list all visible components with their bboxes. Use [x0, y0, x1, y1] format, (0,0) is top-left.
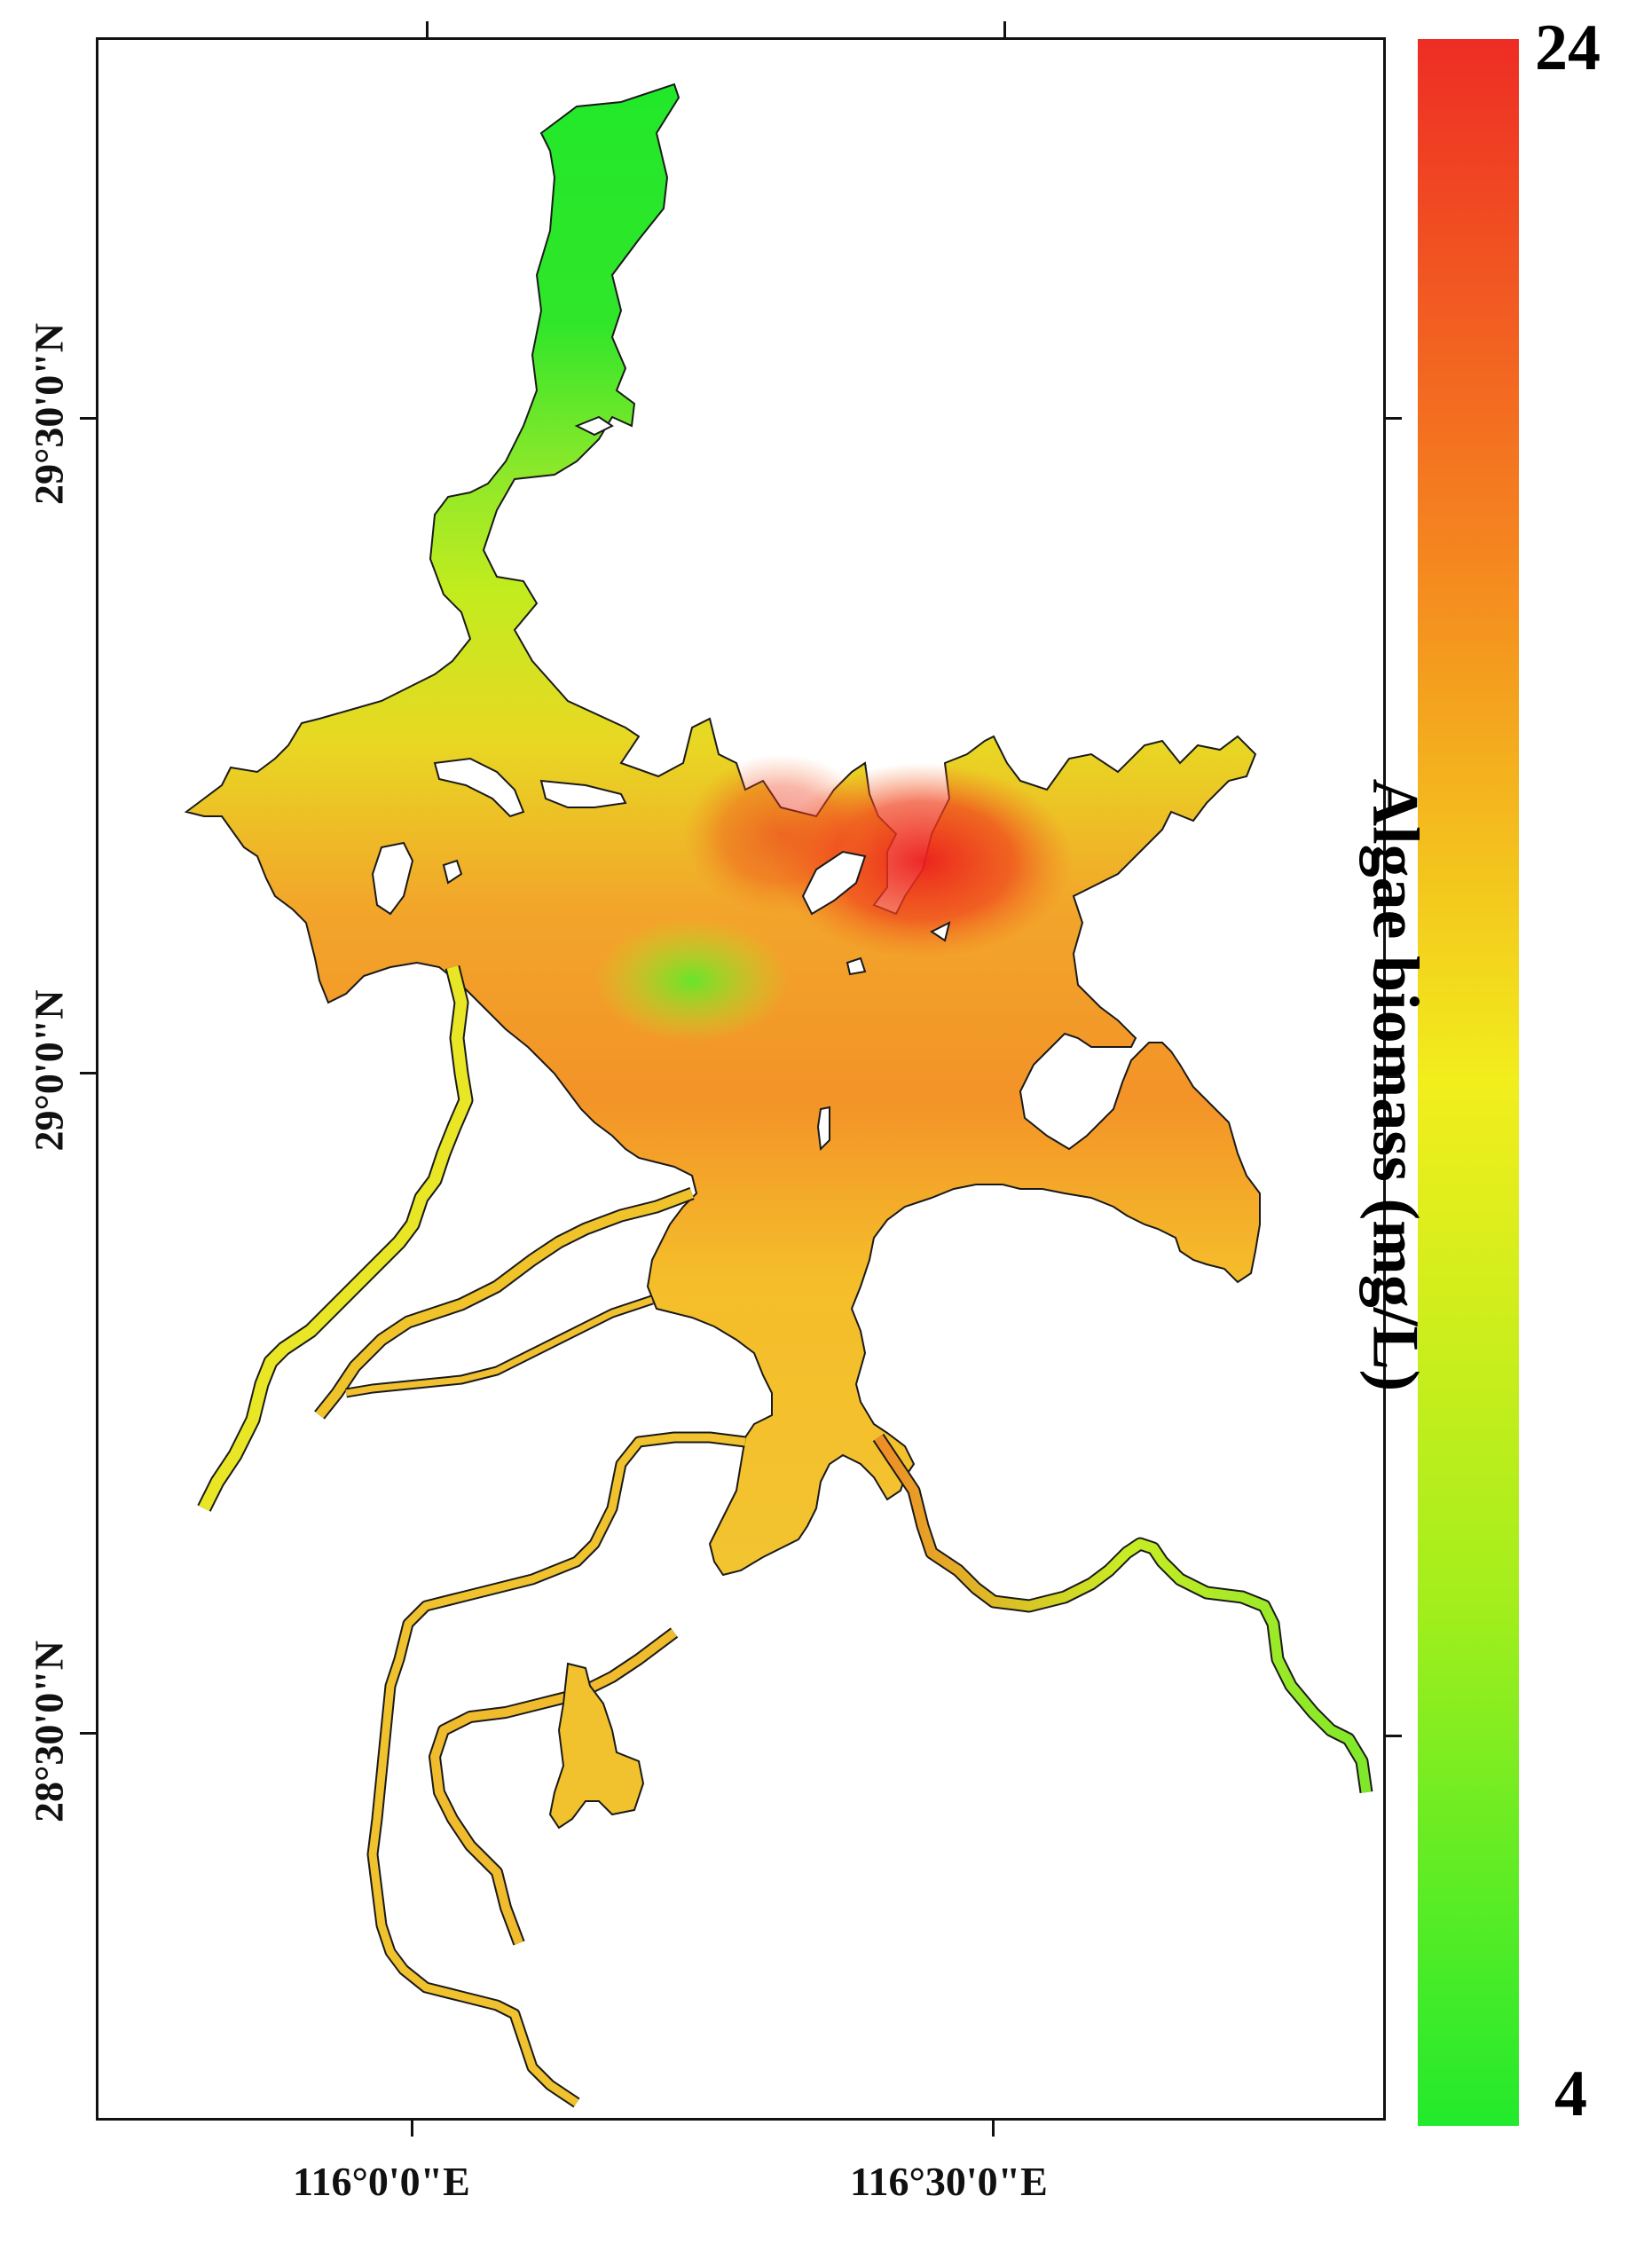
island-2: [539, 779, 627, 808]
tick-top-1: [426, 21, 429, 39]
island-9: [816, 1106, 830, 1152]
island-1: [433, 757, 525, 818]
algae-hotspot-2: [683, 754, 878, 914]
lon-label-2: 116°30'0"E: [850, 2159, 1048, 2204]
tick-right-3: [1384, 1735, 1402, 1737]
south-river-1: [366, 1431, 746, 2108]
island-6: [801, 850, 867, 916]
east-river-fill: [874, 1434, 1372, 1793]
tick-bottom-1: [411, 2119, 413, 2137]
tick-right-2: [1384, 1075, 1402, 1078]
island-4: [442, 859, 463, 885]
south-river-2-fill: [430, 1629, 677, 1945]
lat-label-1: 29°30'0"N: [26, 323, 72, 505]
tick-bottom-2: [992, 2119, 995, 2137]
algae-lowspot: [594, 918, 790, 1043]
colorbar-max-label: 24: [1535, 12, 1601, 84]
island-3: [371, 841, 414, 916]
colorbar-min-label: 4: [1554, 2058, 1587, 2130]
south-bay: [548, 1662, 645, 1830]
colorbar: [1418, 39, 1519, 2126]
map-frame: [96, 37, 1386, 2121]
tick-right-1: [1384, 417, 1402, 420]
west-river-2-fill: [315, 1188, 694, 1419]
west-river-1-fill: [199, 965, 472, 1511]
tick-left-1: [80, 417, 98, 420]
tick-left-3: [80, 1732, 98, 1735]
lon-label-1: 116°0'0"E: [293, 2159, 470, 2204]
tick-top-2: [1003, 21, 1006, 39]
east-river: [872, 1433, 1373, 1794]
south-river-1-fill: [368, 1433, 746, 2106]
colorbar-title: Algae biomass (mg/L): [1358, 778, 1432, 1392]
lat-label-2: 29°0'0"N: [26, 989, 72, 1152]
island-5: [574, 415, 614, 437]
colorbar-gradient: [1418, 39, 1519, 2126]
island-7: [930, 921, 951, 942]
west-river-3-fill: [345, 1296, 654, 1397]
lat-label-3: 28°30'0"N: [26, 1641, 72, 1822]
island-8: [846, 956, 867, 976]
tick-left-2: [80, 1072, 98, 1074]
